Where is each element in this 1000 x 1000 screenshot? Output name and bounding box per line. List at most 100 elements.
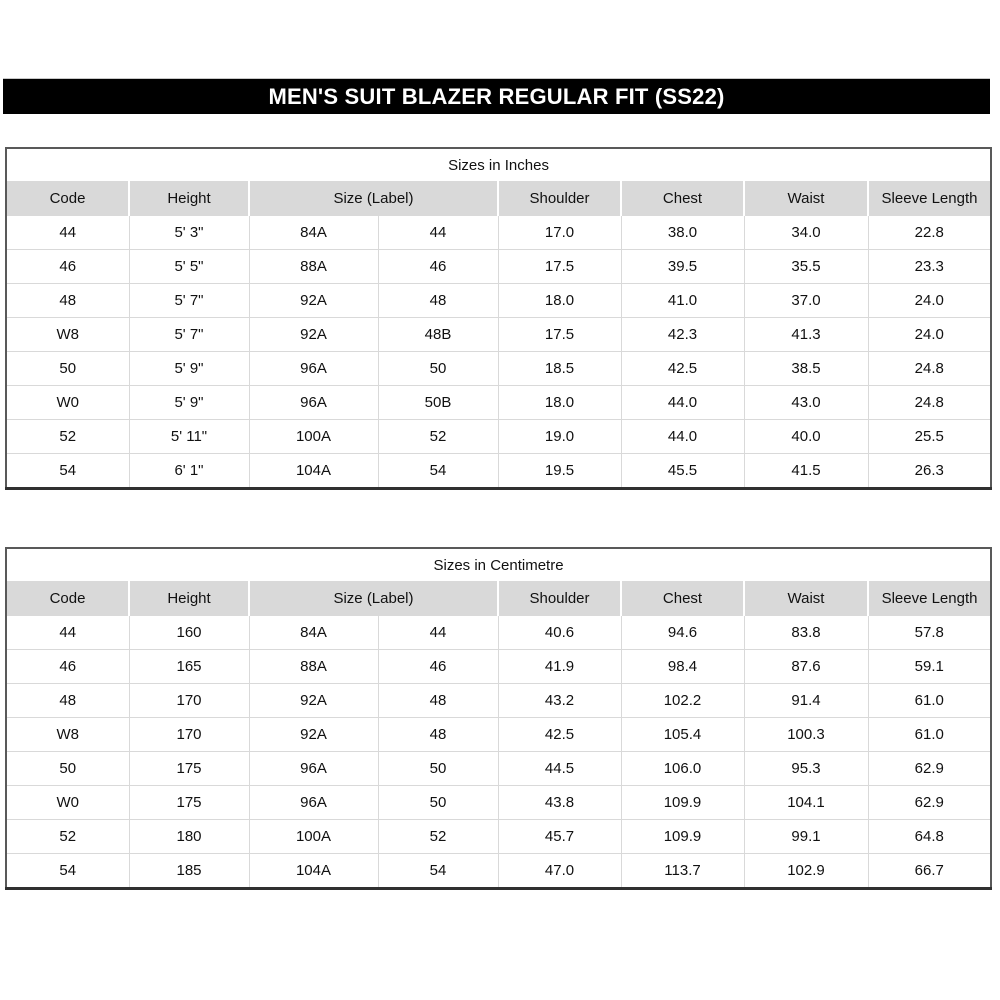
table-cell: 44.5 [497,751,622,786]
table-cell: 43.2 [497,683,622,718]
table-row: 46 5' 5" 88A 46 17.5 39.5 35.5 23.3 [5,249,992,284]
table-cell: 61.0 [867,717,992,752]
table-cell: 48 [5,283,130,318]
table-cell: 35.5 [743,249,869,284]
column-header: Code [5,181,129,216]
table-title-row: Sizes in Centimetre [6,548,992,581]
table-cell: 170 [128,683,250,718]
table-cell: 160 [128,615,250,650]
table-row: 44 160 84A 44 40.6 94.6 83.8 57.8 [5,615,992,650]
table-cell: 99.1 [743,819,869,854]
table-cell: 41.9 [497,649,622,684]
table-cell: 102.9 [743,853,869,889]
table-cell: 109.9 [620,785,745,820]
column-header: Chest [620,581,744,616]
table-cell: 5' 3" [128,215,250,250]
sizes-in-inches-table: Sizes in Inches Code Height Size (Label) Sho… [5,147,993,490]
table-row: 48 5' 7" 92A 48 18.0 41.0 37.0 24.0 [5,283,992,318]
table-title-row: Sizes in Inches [6,148,992,181]
table-cell: 106.0 [620,751,745,786]
table-cell: 66.7 [867,853,992,889]
table-cell: 52 [5,819,130,854]
column-header: Waist [743,181,868,216]
table-cell: 6' 1" [128,453,250,489]
table-cell: 37.0 [743,283,869,318]
table-cell: 102.2 [620,683,745,718]
table-cell: 50 [377,351,499,386]
table-cell: 40.6 [497,615,622,650]
column-header: Size (Label) [248,581,498,616]
table-cell: 91.4 [743,683,869,718]
table-row: 44 5' 3" 84A 44 17.0 38.0 34.0 22.8 [5,215,992,250]
table-cell: 100A [248,419,379,454]
column-header: Waist [743,581,868,616]
sizes-in-centimetre-table: Sizes in Centimetre Code Height Size (Label… [5,547,993,890]
table-title: Sizes in Centimetre [6,548,992,581]
table-row: W8 170 92A 48 42.5 105.4 100.3 61.0 [5,717,992,752]
table-cell: 48 [377,683,499,718]
table-cell: 44 [377,615,499,650]
table-cell: 19.0 [497,419,622,454]
table-cell: 44 [5,615,130,650]
table-cell: 18.5 [497,351,622,386]
table-cell: 50 [5,351,130,386]
table-cell: 105.4 [620,717,745,752]
table-cell: 165 [128,649,250,684]
column-header: Code [5,581,129,616]
column-header: Size (Label) [248,181,498,216]
table-cell: 43.8 [497,785,622,820]
table-cell: 52 [5,419,130,454]
table-cell: 40.0 [743,419,869,454]
table-cell: 48 [5,683,130,718]
table-cell: 42.5 [497,717,622,752]
table-cell: 100A [248,819,379,854]
table-row: 52 5' 11" 100A 52 19.0 44.0 40.0 25.5 [5,419,992,454]
table-cell: 96A [248,385,379,420]
table-cell: 48 [377,717,499,752]
table-cell: 54 [5,853,130,889]
table-cell: 24.0 [867,283,992,318]
table-cell: 98.4 [620,649,745,684]
table-cell: 5' 7" [128,283,250,318]
column-header: Sleeve Length [866,581,992,616]
table-cell: 180 [128,819,250,854]
size-table-grid: Sizes in Inches Code Height Size (Label) Sho… [5,147,993,490]
table-cell: 34.0 [743,215,869,250]
table-row: W8 5' 7" 92A 48B 17.5 42.3 41.3 24.0 [5,317,992,352]
table-cell: 45.5 [620,453,745,489]
table-cell: 54 [377,853,499,889]
table-cell: 88A [248,249,379,284]
table-cell: W8 [5,317,130,352]
table-cell: 25.5 [867,419,992,454]
table-cell: 17.5 [497,317,622,352]
table-cell: 64.8 [867,819,992,854]
column-header: Sleeve Length [866,181,992,216]
table-cell: 46 [377,649,499,684]
table-cell: 24.8 [867,385,992,420]
table-cell: 46 [5,649,130,684]
table-cell: 42.5 [620,351,745,386]
table-cell: 5' 9" [128,385,250,420]
table-cell: 26.3 [867,453,992,489]
table-cell: 38.5 [743,351,869,386]
table-cell: 48B [377,317,499,352]
column-header: Shoulder [497,581,621,616]
table-cell: 175 [128,751,250,786]
table-cell: 44 [377,215,499,250]
table-header-row: Code Height Size (Label) Shoulder Chest Waist… [5,581,992,616]
table-cell: 84A [248,215,379,250]
table-cell: 44.0 [620,419,745,454]
table-cell: 18.0 [497,385,622,420]
table-cell: 45.7 [497,819,622,854]
table-cell: 22.8 [867,215,992,250]
table-cell: 19.5 [497,453,622,489]
table-title: Sizes in Inches [6,148,992,181]
table-cell: 62.9 [867,785,992,820]
table-cell: 5' 9" [128,351,250,386]
table-cell: 96A [248,751,379,786]
table-cell: 48 [377,283,499,318]
table-cell: 50 [5,751,130,786]
table-cell: 43.0 [743,385,869,420]
table-cell: 175 [128,785,250,820]
table-cell: 47.0 [497,853,622,889]
